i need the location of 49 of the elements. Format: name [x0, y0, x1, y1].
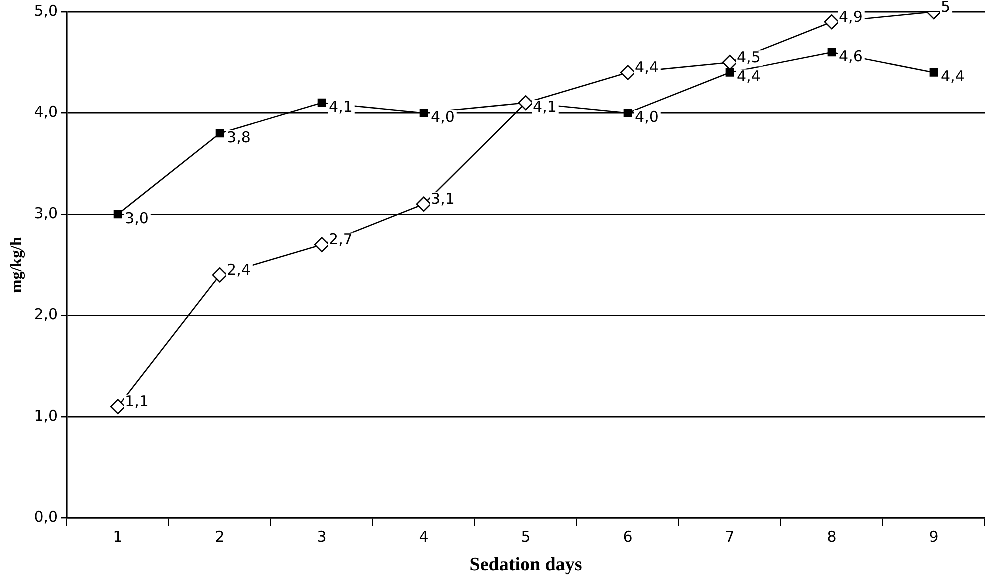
x-tick-label: 7	[725, 528, 735, 546]
x-tick-label: 4	[419, 528, 429, 546]
x-tick-label: 2	[215, 528, 225, 546]
y-tick-label: 0,0	[34, 508, 58, 526]
data-label: 4,0	[635, 108, 659, 126]
y-tick-label: 4,0	[34, 103, 58, 122]
data-label: 4,4	[635, 58, 659, 77]
data-label: 4,0	[431, 108, 455, 126]
point	[314, 237, 330, 252]
data-label: 4,1	[329, 98, 353, 116]
data-label: 4,4	[941, 68, 965, 86]
y-tick-label: 3,0	[34, 204, 58, 222]
point	[416, 196, 432, 212]
y-axis-title: mg/kg/h	[8, 236, 26, 294]
data-label: 4,6	[839, 47, 863, 66]
data-label: 1,1	[125, 392, 149, 411]
data-label: 4,5	[737, 48, 761, 67]
x-axis-title: Sedation days	[470, 554, 582, 576]
point	[110, 399, 126, 414]
x-tick-label: 8	[827, 528, 837, 546]
point	[420, 109, 428, 118]
data-label: 4,9	[839, 8, 863, 26]
x-tick-label: 1	[113, 528, 123, 546]
data-label: 5	[941, 0, 951, 16]
point	[726, 68, 734, 77]
point	[114, 210, 122, 219]
point	[824, 14, 840, 30]
x-tick-label: 5	[521, 528, 531, 546]
data-label: 3,1	[431, 190, 455, 208]
point	[212, 268, 228, 283]
data-label: 3,0	[125, 209, 149, 228]
y-tick-label: 2,0	[34, 306, 58, 324]
data-label: 4,4	[737, 68, 761, 86]
data-label: 2,7	[329, 230, 353, 249]
y-tick-label: 5,0	[34, 2, 58, 20]
x-tick-label: 9	[929, 528, 939, 546]
point	[624, 109, 632, 118]
y-tick-label: 1,0	[34, 406, 58, 425]
data-label: 4,1	[533, 98, 557, 116]
point	[930, 68, 938, 77]
point	[620, 65, 636, 80]
data-label: 2,4	[227, 261, 251, 280]
x-tick-label: 3	[317, 528, 327, 546]
point	[216, 129, 224, 138]
point	[828, 48, 836, 57]
data-label: 3,8	[227, 128, 251, 146]
point	[722, 54, 738, 70]
x-tick-label: 6	[623, 528, 633, 546]
point	[318, 98, 326, 108]
